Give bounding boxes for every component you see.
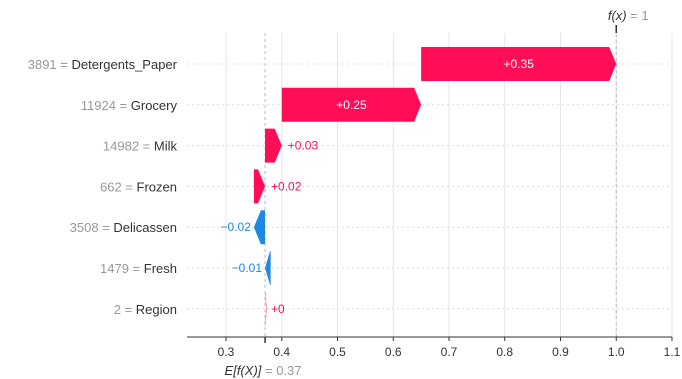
output-value-label: f(x) = 1 — [608, 8, 649, 23]
feature-name: Detergents_Paper — [71, 57, 177, 72]
feature-value: 3891 — [28, 57, 57, 72]
x-tick-label: 0.6 — [385, 345, 402, 359]
bar-value-label: +0.25 — [336, 98, 367, 112]
feature-eq: = — [139, 139, 154, 154]
bar — [265, 128, 282, 163]
bar-value-label: +0.03 — [288, 139, 319, 153]
feature-value: 662 — [100, 179, 122, 194]
bar-value-label: −0.02 — [221, 220, 252, 234]
x-tick-label: 0.7 — [441, 345, 458, 359]
bar — [281, 87, 422, 122]
feature-value: 2 — [114, 302, 121, 317]
feature-label: 2 = Region — [114, 302, 177, 317]
feature-eq: = — [99, 220, 114, 235]
bar-value-label: +0.02 — [271, 179, 302, 193]
feature-labels: 3891 = Detergents_Paper 11924 = Grocery 14… — [28, 57, 178, 317]
base-func: E[f(X)] — [225, 363, 262, 378]
annotations: f(x) = 1 E[f(X)] = 0.37 — [225, 8, 649, 378]
bar — [253, 210, 266, 245]
x-tick-label: 1.1 — [664, 345, 681, 359]
bar — [265, 251, 271, 285]
feature-name: Region — [136, 302, 177, 317]
base-eq: = 0.37 — [261, 363, 301, 378]
bar — [253, 169, 266, 204]
feature-name: Delicassen — [113, 220, 177, 235]
feature-name: Grocery — [131, 98, 178, 113]
bar-value-label: +0.35 — [504, 57, 535, 71]
output-func: f(x) — [608, 8, 627, 23]
feature-name: Frozen — [137, 179, 177, 194]
feature-eq: = — [122, 179, 137, 194]
feature-value: 1479 — [100, 261, 129, 276]
feature-eq: = — [116, 98, 131, 113]
feature-name: Milk — [154, 139, 178, 154]
feature-value: 14982 — [103, 139, 139, 154]
bar — [421, 47, 617, 81]
feature-label: 3508 = Delicassen — [70, 220, 177, 235]
bar-value-label: +0 — [271, 302, 285, 316]
bars: +0.35 +0.25 +0.03 +0.02 −0.02 −0.01 +0 — [221, 47, 617, 326]
feature-value: 3508 — [70, 220, 99, 235]
x-axis: 0.3 0.4 0.5 0.6 0.7 0.8 0.9 1.0 1.1 — [187, 25, 681, 359]
bar-value-label: −0.01 — [232, 261, 263, 275]
bar — [264, 291, 268, 326]
feature-eq: = — [121, 302, 136, 317]
x-tick-label: 1.0 — [608, 345, 625, 359]
feature-label: 3891 = Detergents_Paper — [28, 57, 178, 72]
x-tick-label: 0.3 — [218, 345, 235, 359]
feature-value: 11924 — [81, 98, 116, 113]
feature-name: Fresh — [144, 261, 177, 276]
feature-label: 14982 = Milk — [103, 139, 178, 154]
feature-eq: = — [129, 261, 144, 276]
x-tick-label: 0.9 — [552, 345, 569, 359]
base-value-label: E[f(X)] = 0.37 — [225, 363, 302, 378]
feature-eq: = — [57, 57, 72, 72]
x-tick-label: 0.5 — [329, 345, 346, 359]
x-tick-label: 0.4 — [273, 345, 290, 359]
feature-label: 662 = Frozen — [100, 179, 177, 194]
feature-label: 1479 = Fresh — [100, 261, 177, 276]
output-eq: = 1 — [627, 8, 649, 23]
feature-label: 11924 = Grocery — [81, 98, 178, 113]
x-tick-label: 0.8 — [496, 345, 513, 359]
